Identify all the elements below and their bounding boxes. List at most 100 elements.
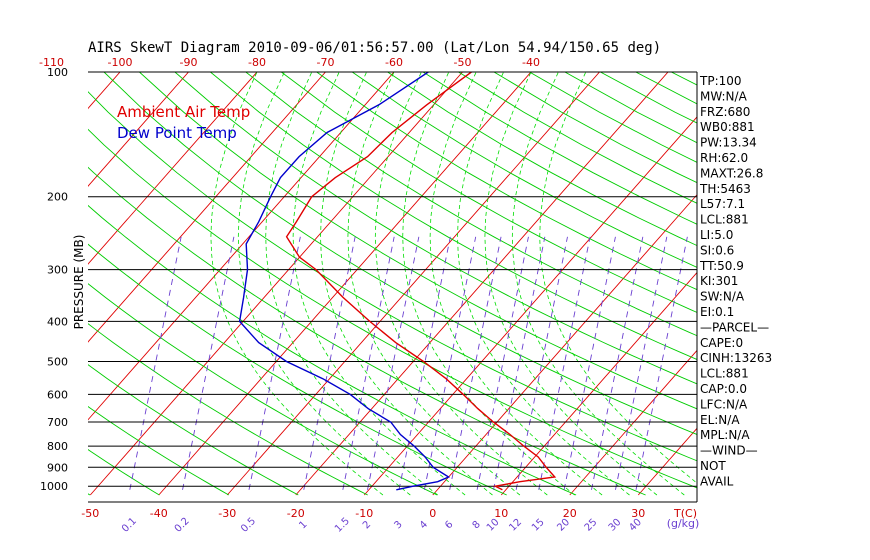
mixing-ratio-label: 0.1: [120, 516, 139, 535]
pressure-tick-label: 600: [47, 388, 68, 401]
isotherm-line: [295, 72, 669, 496]
stability-index-item: NOT: [700, 459, 726, 473]
temp-unit-label: T(C): [673, 507, 697, 520]
legend-entry: Ambient Air Temp: [117, 103, 250, 121]
dry-adiabat-line: [316, 72, 697, 291]
dry-adiabat-line: [458, 72, 697, 204]
dry-adiabat-line: [387, 72, 697, 247]
dry-adiabat-line: [88, 364, 299, 496]
isotherm-line: [363, 116, 697, 496]
dry-adiabat-line: [245, 72, 697, 337]
stability-index-item: KI:301: [700, 274, 738, 288]
dry-adiabat-line: [88, 91, 697, 462]
mixing-ratio-label: 6: [443, 519, 455, 531]
dry-adiabat-line: [88, 283, 438, 496]
mixing-ratio-label: 0.5: [239, 516, 258, 535]
top-temp-tick-label: -70: [317, 56, 335, 69]
legend-entry: Dew Point Temp: [117, 124, 237, 142]
pressure-tick-label: 400: [47, 315, 68, 328]
isotherm-line: [500, 271, 697, 496]
y-axis-label: PRESSURE (MB): [72, 235, 86, 330]
mixing-ratio-label: 4: [418, 519, 430, 531]
stability-index-item: MAXT:26.8: [700, 166, 763, 180]
dry-adiabat-line: [103, 72, 697, 436]
moist-adiabat-line: [265, 72, 438, 496]
dry-adiabat-line: [210, 72, 697, 360]
bottom-temp-tick-label: -10: [355, 507, 373, 520]
isotherm-line: [89, 72, 463, 496]
mixing-ratio-label: 25: [583, 517, 600, 534]
isotherm-line: [158, 72, 532, 496]
bottom-temp-tick-label: 30: [631, 507, 645, 520]
stability-index-item: MW:N/A: [700, 89, 748, 103]
moist-adiabat-line: [511, 72, 685, 496]
moist-adiabat-line: [210, 72, 384, 496]
mixing-ratio-line: [538, 236, 591, 490]
bottom-temp-tick-label: -40: [150, 507, 168, 520]
top-temp-tick-label: -60: [385, 56, 403, 69]
mixing-ratio-line: [615, 236, 668, 490]
moist-adiabat-line: [292, 72, 466, 496]
bottom-temp-tick-label: 20: [563, 507, 577, 520]
moist-adiabat-line: [457, 72, 630, 496]
isotherm-line: [88, 72, 395, 421]
top-temp-tick-label: -50: [454, 56, 472, 69]
mixing-ratio-label: 1: [297, 519, 309, 531]
isotherm-line: [226, 72, 600, 496]
bottom-temp-tick-label: 10: [494, 507, 508, 520]
pressure-tick-label: 800: [47, 440, 68, 453]
legend: Ambient Air Temp Dew Point Temp: [117, 103, 250, 142]
moist-adiabat-line: [539, 72, 697, 484]
stability-index-item: SW:N/A: [700, 290, 745, 304]
moist-adiabat-line: [484, 72, 658, 496]
isotherm-line: [569, 349, 697, 496]
pressure-tick-label: 500: [47, 356, 68, 369]
dry-adiabat-line: [88, 449, 160, 496]
grid-layer: [0, 72, 697, 496]
moist-adiabat-line: [429, 72, 603, 496]
bottom-temp-tick-label: -20: [287, 507, 305, 520]
top-temp-tick-label: -40: [522, 56, 540, 69]
mixing-ratio-label: 30: [607, 517, 624, 534]
mixing-ratio-label: 3: [393, 519, 405, 531]
mixing-ratio-line: [635, 236, 688, 490]
stability-index-item: LI:5.0: [700, 228, 733, 242]
isotherm-line: [88, 72, 121, 110]
bottom-temp-tick-label: -30: [218, 507, 236, 520]
pressure-tick-label: 100: [47, 66, 68, 79]
stability-index-item: SI:0.6: [700, 243, 734, 257]
ambient-air-temp-series: [285, 72, 557, 491]
stability-index-item: L57:7.1: [700, 197, 745, 211]
mixing-ratio-label: 0.2: [173, 516, 192, 535]
mixing-ratio-label: 12: [507, 517, 524, 534]
mixing-ratio-line: [515, 236, 568, 490]
mixing-ratio-line: [182, 236, 235, 490]
isotherm-line: [0, 72, 52, 495]
stability-index-item: MPL:N/A: [700, 428, 750, 442]
moist-adiabat-line: [320, 72, 493, 496]
dry-adiabat-line: [139, 72, 697, 410]
stability-index-item: EI:0.1: [700, 305, 734, 319]
stability-index-item: TH:5463: [699, 182, 751, 196]
isotherm-line: [432, 194, 697, 496]
chart-title: AIRS SkewT Diagram 2010-09-06/01:56:57.0…: [88, 40, 661, 56]
stability-index-item: CINH:13263: [700, 351, 772, 365]
pressure-tick-label: 300: [47, 264, 68, 277]
dew-point-temp-series: [238, 72, 451, 491]
top-temp-tick-label: -110: [39, 56, 64, 69]
isotherm-line: [88, 72, 326, 343]
stability-index-item: WB0:881: [700, 120, 755, 134]
stability-index-item: RH:62.0: [700, 151, 748, 165]
isotherm-line: [88, 72, 189, 187]
stability-index-item: FRZ:680: [700, 105, 750, 119]
isotherm-line: [88, 72, 258, 265]
stability-index-item: AVAIL: [700, 474, 734, 488]
mixing-ratio-label: 1.5: [333, 516, 352, 535]
dry-adiabat-line: [0, 72, 20, 495]
moist-adiabat-line: [402, 72, 575, 496]
moist-adiabat-line: [347, 72, 521, 496]
stability-index-item: TT:50.9: [699, 259, 744, 273]
stability-index-item: LFC:N/A: [700, 397, 748, 411]
